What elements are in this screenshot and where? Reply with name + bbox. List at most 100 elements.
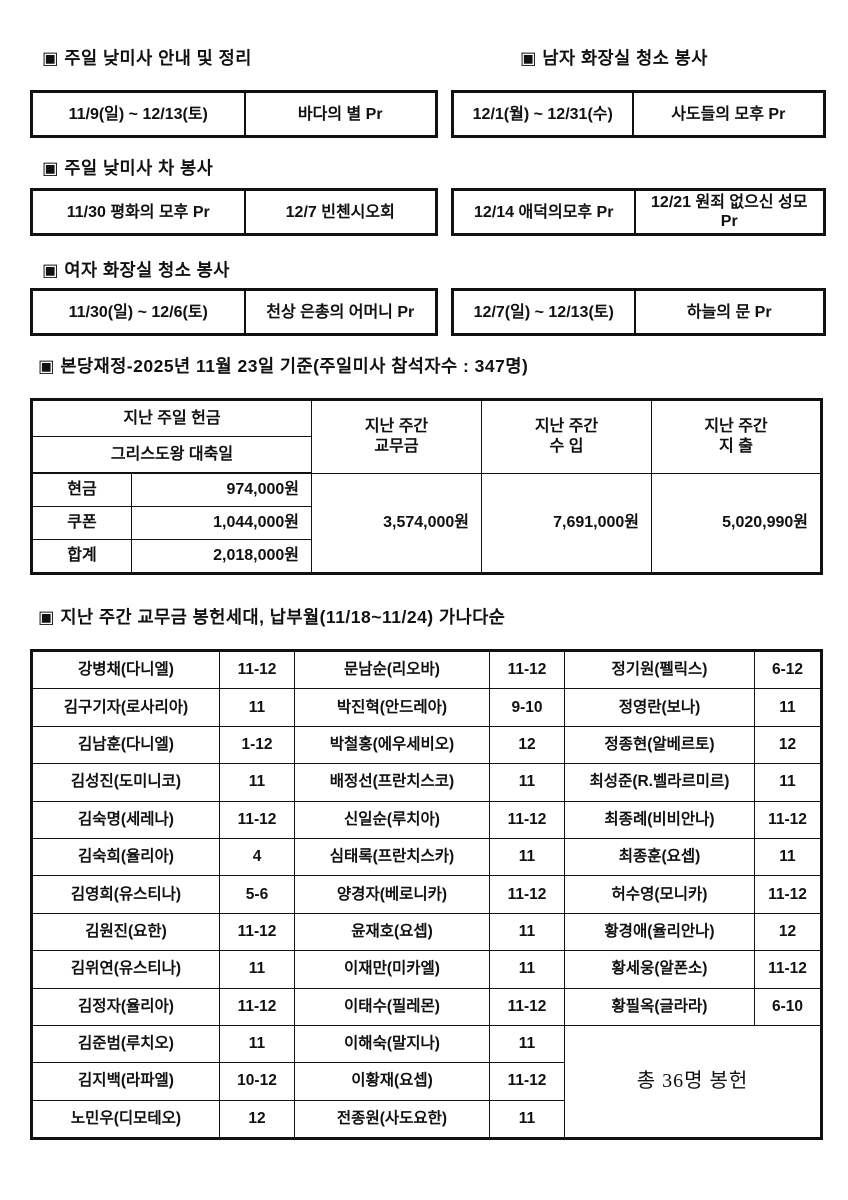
donor-months: 6-12 — [754, 649, 822, 690]
offering-row-label: 현금 — [31, 472, 132, 507]
donor-months: 12 — [219, 1099, 295, 1140]
donor-months: 11 — [219, 950, 295, 989]
donor-name: 최종훈(요셉) — [564, 837, 755, 877]
donor-months: 11-12 — [489, 800, 565, 839]
donor-months: 12 — [754, 912, 822, 952]
donor-months: 11-12 — [489, 987, 565, 1026]
donor-months: 10-12 — [219, 1062, 295, 1101]
donor-name: 배정선(프란치스코) — [294, 763, 490, 802]
donor-months: 11 — [754, 763, 822, 802]
section-title-tea-service: ▣ 주일 낮미사 차 봉사 — [42, 158, 214, 178]
weekly-dues-value: 3,574,000원 — [311, 472, 482, 574]
donor-name: 김숙희(율리아) — [31, 837, 220, 877]
table-row: 김구기자(로사리아) 11 박진혁(안드레아) 9-10 정영란(보나) 11 — [31, 688, 822, 727]
offering-row-amount: 974,000원 — [131, 472, 312, 507]
donor-months: 11 — [754, 688, 822, 727]
donor-months: 1-12 — [219, 725, 295, 765]
donor-name: 김정자(율리아) — [31, 987, 220, 1026]
group-cell: 하늘의 문 Pr — [633, 288, 826, 336]
weekly-expense-header: 지난 주간 지 출 — [651, 399, 822, 474]
donor-months: 9-10 — [489, 688, 565, 727]
donor-months: 11 — [489, 1024, 565, 1064]
total-donors-cell: 총 36명 봉헌 — [564, 1024, 822, 1140]
weekly-dues-header: 지난 주간 교무금 — [311, 399, 482, 474]
headings-row-1: ▣ 주일 낮미사 안내 및 정리 ▣ 남자 화장실 청소 봉사 — [30, 46, 820, 70]
table-row: 김위연(유스티나) 11 이재만(미카엘) 11 황세웅(알폰소) 11-12 — [31, 950, 822, 989]
period-cell: 12/7(일) ~ 12/13(토) — [451, 288, 636, 336]
donor-months: 11 — [219, 688, 295, 727]
sunday-mass-guide-table: 11/9(일) ~ 12/13(토) 바다의 별 Pr — [30, 90, 438, 138]
donor-name: 문남순(리오바) — [294, 649, 490, 690]
tea-slot-cell: 12/7 빈첸시오회 — [243, 188, 438, 236]
donor-name: 이태수(필레몬) — [294, 987, 490, 1026]
donor-name: 박진혁(안드레아) — [294, 688, 490, 727]
donor-name: 박철홍(에우세비오) — [294, 725, 490, 765]
table-row: 김숙희(율리아) 4 심태록(프란치스카) 11 최종훈(요셉) 11 — [31, 837, 822, 877]
period-cell: 11/9(일) ~ 12/13(토) — [30, 90, 246, 138]
donor-name: 황경애(율리안나) — [564, 912, 755, 952]
table-row: 김성진(도미니코) 11 배정선(프란치스코) 11 최성준(R.벨라르미르) … — [31, 763, 822, 802]
donor-months: 11-12 — [754, 950, 822, 989]
donor-months: 11 — [489, 950, 565, 989]
donor-name: 강병채(다니엘) — [31, 649, 220, 690]
tea-slot-cell: 12/21 원죄 없으신 성모 Pr — [633, 188, 826, 236]
section-title-womens-restroom: ▣ 여자 화장실 청소 봉사 — [42, 260, 230, 280]
bulletin-page: ▣ 주일 낮미사 안내 및 정리 ▣ 남자 화장실 청소 봉사 11/9(일) … — [30, 46, 826, 1141]
donor-months: 5-6 — [219, 875, 295, 914]
tea-slot-cell: 11/30 평화의 모후 Pr — [30, 188, 246, 236]
donations-table: 강병채(다니엘) 11-12 문남순(리오바) 11-12 정기원(펠릭스) 6… — [30, 649, 823, 1141]
tea-service-right-table: 12/14 애덕의모후 Pr 12/21 원죄 없으신 성모 Pr — [451, 188, 826, 236]
table-row: 김숙명(세레나) 11-12 신일순(루치아) 11-12 최종례(비비안나) … — [31, 800, 822, 839]
offering-row-label: 쿠폰 — [31, 506, 132, 540]
donor-months: 11 — [489, 1099, 565, 1140]
donor-name: 김영희(유스티나) — [31, 875, 220, 914]
weekly-expense-value: 5,020,990원 — [651, 472, 822, 574]
donor-name: 김남훈(다니엘) — [31, 725, 220, 765]
donor-name: 이황재(요셉) — [294, 1062, 490, 1101]
donor-months: 11-12 — [489, 875, 565, 914]
donor-name: 최종례(비비안나) — [564, 800, 755, 839]
tables-row-3: 11/30(일) ~ 12/6(토) 천상 은총의 어머니 Pr 12/7(일)… — [30, 288, 826, 336]
donor-name: 신일순(루치아) — [294, 800, 490, 839]
period-cell: 11/30(일) ~ 12/6(토) — [30, 288, 246, 336]
finance-table: 지난 주일 헌금 지난 주간 교무금 지난 주간 수 입 지난 주간 지 출 그… — [30, 398, 823, 575]
table-row: 김영희(유스티나) 5-6 양경자(베로니카) 11-12 허수영(모니카) 1… — [31, 875, 822, 914]
donor-name: 김숙명(세레나) — [31, 800, 220, 839]
offering-row-amount: 2,018,000원 — [131, 539, 312, 574]
donor-months: 11 — [489, 912, 565, 952]
table-row: 김원진(요한) 11-12 윤재호(요셉) 11 황경애(율리안나) 12 — [31, 912, 822, 952]
donor-name: 최성준(R.벨라르미르) — [564, 763, 755, 802]
donor-name: 양경자(베로니카) — [294, 875, 490, 914]
donor-months: 11 — [489, 763, 565, 802]
donor-name: 전종원(사도요한) — [294, 1099, 490, 1140]
group-cell: 천상 은총의 어머니 Pr — [243, 288, 438, 336]
donor-name: 황필옥(글라라) — [564, 987, 755, 1026]
donor-months: 6-10 — [754, 987, 822, 1026]
section-title-mens-restroom: ▣ 남자 화장실 청소 봉사 — [520, 48, 708, 68]
donor-name: 허수영(모니카) — [564, 875, 755, 914]
donor-name: 심태록(프란치스카) — [294, 837, 490, 877]
tables-row-1: 11/9(일) ~ 12/13(토) 바다의 별 Pr 12/1(월) ~ 12… — [30, 90, 826, 138]
donor-name: 노민우(디모테오) — [31, 1099, 220, 1140]
donor-name: 황세웅(알폰소) — [564, 950, 755, 989]
donor-name: 김위연(유스티나) — [31, 950, 220, 989]
donor-months: 11-12 — [754, 875, 822, 914]
womens-restroom-left-table: 11/30(일) ~ 12/6(토) 천상 은총의 어머니 Pr — [30, 288, 438, 336]
feast-day-subheader: 그리스도왕 대축일 — [31, 436, 312, 474]
donor-months: 4 — [219, 837, 295, 877]
tea-service-left-table: 11/30 평화의 모후 Pr 12/7 빈첸시오회 — [30, 188, 438, 236]
donor-name: 이재만(미카엘) — [294, 950, 490, 989]
table-row: 김정자(율리아) 11-12 이태수(필레몬) 11-12 황필옥(글라라) 6… — [31, 987, 822, 1026]
donor-name: 정영란(보나) — [564, 688, 755, 727]
table-row: 김남훈(다니엘) 1-12 박철홍(에우세비오) 12 정종현(알베르토) 12 — [31, 725, 822, 765]
donor-months: 12 — [754, 725, 822, 765]
donor-months: 11-12 — [489, 1062, 565, 1101]
donor-months: 11-12 — [219, 800, 295, 839]
donor-name: 윤재호(요셉) — [294, 912, 490, 952]
donor-months: 11 — [219, 1024, 295, 1064]
womens-restroom-right-table: 12/7(일) ~ 12/13(토) 하늘의 문 Pr — [451, 288, 826, 336]
donor-months: 11-12 — [489, 649, 565, 690]
offering-row-label: 합계 — [31, 539, 132, 574]
donor-months: 11-12 — [219, 649, 295, 690]
offering-row-amount: 1,044,000원 — [131, 506, 312, 540]
